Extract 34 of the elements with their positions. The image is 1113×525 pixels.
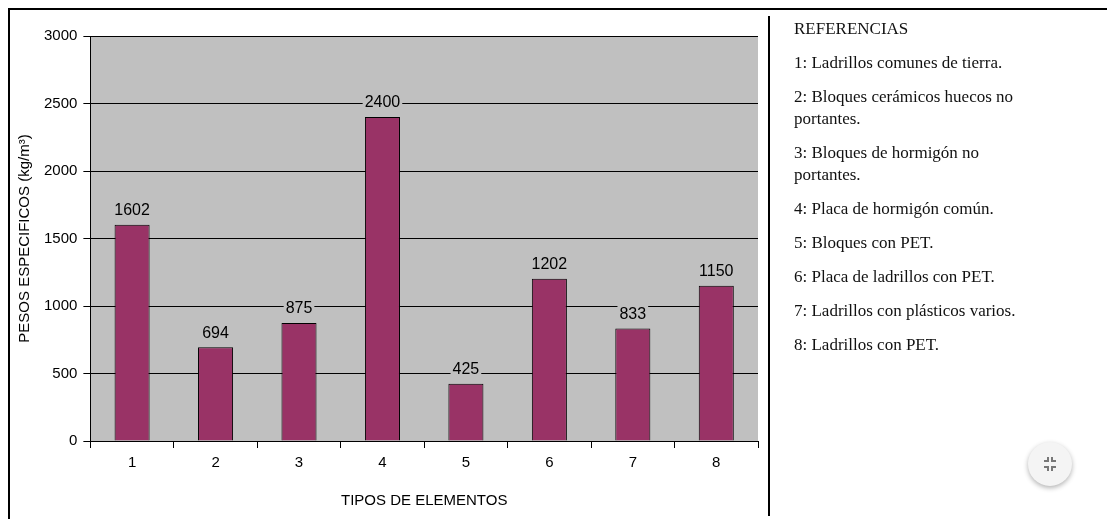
text: 2: Bloques cerámicos huecos no portantes. — [794, 86, 1015, 130]
data-label: 1150 — [699, 262, 734, 280]
text: 6: Placa de ladrillos con PET. — [794, 266, 996, 288]
data-label: 875 — [285, 299, 313, 317]
y-tick-label: 0 — [69, 431, 78, 449]
x-tick-label: 1 — [127, 453, 137, 471]
x-tick-label: 4 — [378, 453, 387, 471]
x-tick-label: 8 — [712, 453, 721, 471]
x-tick-label: 7 — [628, 453, 637, 471]
x-tick-label: 6 — [545, 453, 554, 471]
text: 7: Ladrillos con plásticos varios. — [794, 300, 1017, 322]
text: 1: Ladrillos comunes de tierra. — [794, 52, 1004, 74]
x-tick-label: 3 — [294, 453, 304, 471]
y-tick-label: 1000 — [43, 296, 78, 314]
data-label: 833 — [619, 304, 647, 322]
y-tick-label: 2000 — [43, 161, 78, 179]
data-label: 1602 — [114, 201, 150, 219]
data-label: 2400 — [364, 93, 401, 111]
y-axis-title: PESOS ESPECIFICOS (kg/m³) — [15, 134, 33, 343]
data-label: 694 — [202, 323, 229, 341]
y-tick-label: 1500 — [43, 228, 78, 246]
x-tick-label: 2 — [211, 453, 220, 471]
x-tick-label: 5 — [461, 453, 471, 471]
text: 3: Bloques de hormigón no portantes. — [794, 142, 981, 186]
data-label: 1202 — [531, 255, 568, 273]
text: 4: Placa de hormigón común. — [794, 198, 995, 220]
x-axis-title: TIPOS DE ELEMENTOS — [340, 491, 508, 509]
data-label: 425 — [452, 360, 480, 378]
text: 8: Ladrillos con PET. — [794, 334, 941, 356]
text: REFERENCIAS — [794, 18, 910, 40]
text: 5: Bloques con PET. — [794, 232, 935, 254]
y-tick-label: 2500 — [43, 93, 78, 111]
y-tick-label: 3000 — [43, 26, 78, 44]
y-tick-label: 500 — [52, 363, 78, 381]
